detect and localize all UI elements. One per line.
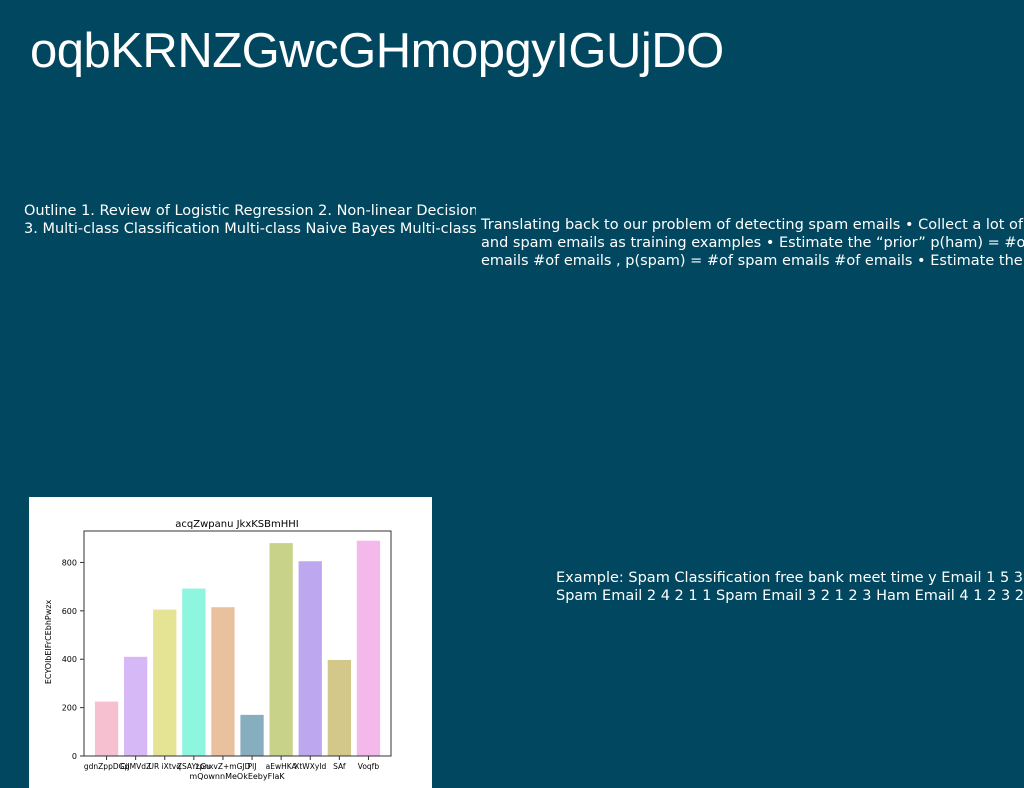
x-tick-label: CiJMVdZ <box>120 762 151 771</box>
chart-axes-frame <box>83 530 392 757</box>
example-line-2: Spam Email 2 4 2 1 1 Spam Email 3 2 1 2 … <box>556 588 1024 604</box>
spam-detection-text: Translating back to our problem of detec… <box>481 216 1024 270</box>
spam-line-1: Translating back to our problem of detec… <box>481 217 1024 233</box>
x-tick-label: XtWXyId <box>294 762 326 771</box>
outline-line-2: 3. Multi-class Classification Multi-clas… <box>24 221 476 237</box>
chart-x-label: mQownnMeOkEebyFlaK <box>189 772 285 781</box>
x-tick-label: Voqfb <box>358 762 380 771</box>
bar-ZSAYLGu <box>182 588 206 756</box>
bar-chart: acqZwpanu JkxKSBmHHI mQownnMeOkEebyFlaK … <box>44 519 392 781</box>
example-text: Example: Spam Classification free bank m… <box>556 569 1024 605</box>
bar-PlJ <box>240 714 264 756</box>
bar-chart-image: acqZwpanu JkxKSBmHHI mQownnMeOkEebyFlaK … <box>29 497 432 788</box>
chart-y-label: ECYOlbEIFrCEbhPwzx <box>44 600 53 685</box>
bar-Voqfb <box>356 540 381 756</box>
bar-aEwHKA <box>269 543 293 756</box>
y-tick-label: 400 <box>62 655 77 664</box>
example-line-1: Example: Spam Classification free bank m… <box>556 570 1024 586</box>
bar-XtWXyId <box>298 561 322 756</box>
x-tick-label: PlJ <box>248 762 257 771</box>
outline-text: Outline 1. Review of Logistic Regression… <box>24 202 476 238</box>
spam-line-3: emails #of emails , p(spam) = #of spam e… <box>481 253 1023 269</box>
bar-zpnxvZ+mGJD <box>211 607 235 756</box>
bar-SAf <box>327 659 351 756</box>
outline-line-1: Outline 1. Review of Logistic Regression… <box>24 203 476 219</box>
bar-gdnZppDGp <box>94 701 119 756</box>
spam-line-2: and spam emails as training examples • E… <box>481 235 1024 251</box>
chart-title: acqZwpanu JkxKSBmHHI <box>175 519 299 530</box>
y-tick-label: 0 <box>72 752 77 761</box>
y-tick-label: 800 <box>62 558 77 567</box>
x-tick-label: ZSAYLGu <box>177 762 211 771</box>
slide-title: oqbKRNZGwcGHmopgyIGUjDO <box>30 24 724 78</box>
bar-CiJMVdZ <box>124 656 148 756</box>
y-tick-label: 200 <box>62 704 77 713</box>
x-tick-label: SAf <box>333 762 346 771</box>
x-tick-label: gdnZppDGp <box>84 762 130 771</box>
x-tick-label: aEwHKA <box>266 762 298 771</box>
y-tick-label: 600 <box>62 607 77 616</box>
x-tick-label: UR iXtvq <box>149 762 182 771</box>
x-tick-label: zpnxvZ+mGJD <box>196 762 251 771</box>
bar-UR iXtvq <box>153 609 177 756</box>
